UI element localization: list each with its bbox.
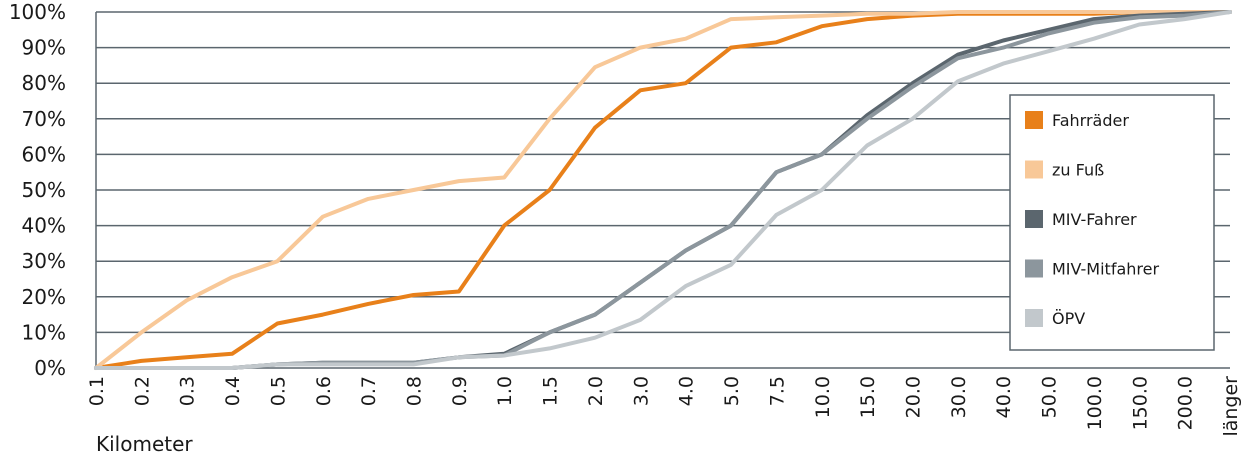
y-tick-label: 10% xyxy=(22,320,66,344)
legend-swatch xyxy=(1025,160,1043,179)
y-tick-label: 90% xyxy=(22,36,66,60)
y-tick-label: 60% xyxy=(22,142,66,166)
x-tick-label: 5.0 xyxy=(721,376,743,406)
y-tick-label: 0% xyxy=(34,356,66,380)
x-tick-label: 0.3 xyxy=(177,376,199,406)
legend-label: MIV-Fahrer xyxy=(1052,210,1137,229)
x-tick-label: 3.0 xyxy=(630,376,652,406)
x-axis-label: Kilometer xyxy=(96,432,193,456)
x-tick-label: 200.0 xyxy=(1175,376,1197,430)
x-tick-label: 0.6 xyxy=(313,376,335,406)
x-tick-label: 4.0 xyxy=(676,376,698,406)
legend-swatch xyxy=(1025,210,1043,228)
x-tick-label: 0.1 xyxy=(86,376,108,406)
x-tick-label: 2.0 xyxy=(585,376,607,406)
y-tick-label: 80% xyxy=(22,71,66,95)
gridlines xyxy=(95,11,1230,369)
y-axis-ticks: 0% 10% 20% 30% 40% 50% 60% 70% 80% 90% 100% xyxy=(9,0,66,380)
x-tick-label: 0.4 xyxy=(222,376,244,406)
legend-swatch xyxy=(1025,309,1043,327)
y-tick-label: 100% xyxy=(9,0,66,24)
x-tick-label: 10.0 xyxy=(812,376,834,418)
x-tick-label: länger xyxy=(1220,376,1242,437)
x-tick-label: 1.0 xyxy=(494,376,516,406)
x-tick-label: 20.0 xyxy=(902,376,924,418)
legend-label: Fahrräder xyxy=(1052,111,1129,130)
series-line xyxy=(94,10,1232,370)
x-tick-label: 40.0 xyxy=(993,376,1015,418)
x-tick-label: 100.0 xyxy=(1084,376,1106,430)
legend-swatch xyxy=(1025,111,1043,129)
x-tick-label: 50.0 xyxy=(1039,376,1061,418)
y-tick-label: 30% xyxy=(22,249,66,273)
x-axis-ticks: 0.1 0.2 0.3 0.4 0.5 0.6 0.7 0.8 0.9 1.0 1.5 2.0 3.0 4… xyxy=(86,376,1242,437)
legend-label: MIV-Mitfahrer xyxy=(1052,260,1159,279)
y-tick-label: 20% xyxy=(22,285,66,309)
series-line xyxy=(94,10,1232,370)
x-tick-label: 0.8 xyxy=(404,376,426,406)
x-tick-label: 0.9 xyxy=(449,376,471,406)
x-tick-label: 30.0 xyxy=(948,376,970,418)
y-tick-label: 50% xyxy=(22,178,66,202)
legend: Fahrräder zu Fuß MIV-Fahrer MIV-Mitfahrer ÖP… xyxy=(1009,94,1215,351)
x-tick-label: 0.5 xyxy=(267,376,289,406)
x-tick-label: 0.2 xyxy=(131,376,153,406)
legend-box xyxy=(1009,94,1215,351)
series-lines xyxy=(94,10,1232,370)
x-tick-label: 1.5 xyxy=(540,376,562,406)
x-tick-label: 15.0 xyxy=(857,376,879,418)
x-tick-label: 150.0 xyxy=(1129,376,1151,430)
legend-swatch xyxy=(1025,259,1043,278)
legend-label: ÖPV xyxy=(1052,309,1085,328)
x-tick-label: 7.5 xyxy=(766,376,788,406)
x-tick-label: 0.7 xyxy=(358,376,380,406)
y-tick-label: 70% xyxy=(22,107,66,131)
legend-label: zu Fuß xyxy=(1052,161,1104,180)
y-tick-label: 40% xyxy=(22,214,66,238)
